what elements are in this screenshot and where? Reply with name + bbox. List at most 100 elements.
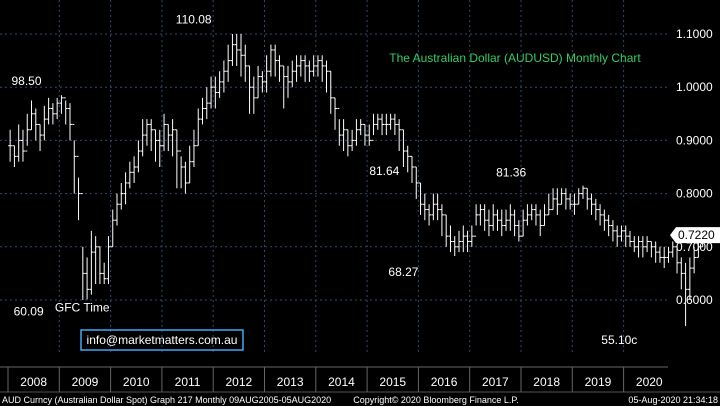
ohlc-bar [606, 214, 611, 237]
ohlc-bar [499, 209, 504, 237]
ohlc-bar [692, 246, 697, 274]
ohlc-bar [491, 204, 496, 231]
ohlc-bar [568, 193, 573, 210]
ohlc-bar [268, 44, 273, 77]
ohlc-bar [324, 60, 329, 93]
ohlc-bar [538, 209, 543, 237]
ohlc-bar [675, 246, 680, 274]
ohlc-bar [251, 76, 256, 114]
ohlc-bar [414, 166, 419, 199]
ohlc-bar [392, 113, 397, 136]
ohlc-bar [589, 193, 594, 215]
ohlc-bar [25, 113, 30, 152]
ohlc-bar [508, 204, 513, 231]
x-tick-label: 2010 [123, 375, 150, 389]
ohlc-bar [93, 236, 98, 285]
ohlc-bar [645, 236, 650, 253]
x-tick-label: 2009 [72, 375, 99, 389]
x-axis: 2008 2009 2010 2011 2012 2013 2014 2015 2016 2017… [0, 366, 668, 392]
ohlc-bar [362, 123, 367, 146]
ohlc-bar [298, 55, 303, 77]
ohlc-bar [345, 129, 350, 157]
ohlc-bar [679, 257, 684, 290]
ohlc-bar [260, 71, 265, 93]
ohlc-bar [204, 87, 209, 120]
ohlc-bar [16, 124, 21, 162]
ohlc-bar [653, 241, 658, 263]
ohlc-bar [486, 209, 491, 237]
ohlc-bar [371, 113, 376, 141]
ohlc-bar [144, 119, 149, 146]
ohlc-bar [76, 155, 81, 221]
ohlc-bar [320, 55, 325, 82]
ohlc-bar [559, 188, 564, 205]
ohlc-bar [521, 209, 526, 237]
ohlc-bar [662, 246, 667, 269]
ohlc-bar [448, 225, 453, 253]
ohlc-bar [110, 209, 115, 248]
x-tick-label: 2020 [636, 375, 663, 389]
ohlc-bar [55, 97, 60, 120]
y-axis: 1.1000 1.0000 0.9000 0.8000 0.7000 0.6000 [676, 27, 713, 307]
ohlc-bar [290, 60, 295, 88]
ohlc-bar [461, 225, 466, 253]
ohlc-bar [563, 188, 568, 210]
x-tick-label: 2015 [379, 375, 406, 389]
x-axis-band [0, 367, 668, 392]
ohlc-bar [200, 97, 205, 125]
ohlc-bar [67, 103, 72, 141]
x-tick-label: 2019 [585, 375, 612, 389]
ohlc-bar [46, 97, 51, 125]
ohlc-bar [238, 34, 243, 77]
ohlc-bar [50, 103, 55, 125]
ohlc-bar [580, 185, 585, 199]
ohlc-bar [525, 204, 530, 226]
ohlc-bar [119, 182, 124, 210]
footer-center: Copyright© 2020 Bloomberg Finance L.P. [353, 395, 519, 405]
ohlc-bar [623, 225, 628, 247]
ohlc-bar [132, 156, 137, 183]
ohlc-bar [388, 113, 393, 130]
ohlc-bar [162, 113, 167, 152]
ohlc-bar [153, 129, 158, 162]
ohlc-bar [358, 119, 363, 136]
ohlc-bar [315, 55, 320, 77]
x-tick-label: 2013 [277, 375, 304, 389]
price-annotation: GFC Time [55, 301, 110, 315]
y-tick-label: 0.6000 [676, 293, 713, 307]
ohlc-bar [529, 204, 534, 221]
ohlc-bar [384, 113, 389, 136]
ohlc-bar [409, 155, 414, 183]
ohlc-bar [307, 60, 312, 82]
ohlc-bar [85, 257, 90, 300]
gridlines [0, 0, 668, 352]
ohlc-bar [602, 209, 607, 231]
ohlc-bar [666, 246, 671, 263]
ohlc-bar [226, 44, 231, 82]
ohlc-bar [174, 129, 179, 189]
ohlc-bar [303, 55, 308, 82]
ohlc-bar [482, 204, 487, 231]
price-annotation: 68.27 [388, 265, 418, 279]
ohlc-bar [649, 240, 654, 258]
ohlc-bar [170, 119, 175, 157]
ohlc-bar [311, 55, 316, 77]
ohlc-bar [401, 129, 406, 167]
ohlc-bar [230, 34, 235, 66]
ohlc-bar [397, 119, 402, 152]
ohlc-bar [670, 241, 675, 258]
ohlc-bar [59, 95, 64, 114]
ohlc-bar [452, 236, 457, 257]
y-tick-label: 0.9000 [676, 133, 713, 147]
ohlc-bar [264, 55, 269, 93]
ohlc-bar [405, 145, 410, 173]
price-annotations: 98.50 110.08 81.64 81.36 68.27 60.09 GFC Time 5… [11, 13, 637, 347]
chart-title: The Australian Dollar (AUDUSD) Monthly C… [389, 51, 641, 65]
ohlc-bar [191, 129, 196, 167]
ohlc-bar [166, 123, 171, 152]
ohlc-bar [102, 262, 107, 285]
ohlc-bar [234, 34, 239, 66]
price-annotation: 81.64 [369, 164, 399, 178]
